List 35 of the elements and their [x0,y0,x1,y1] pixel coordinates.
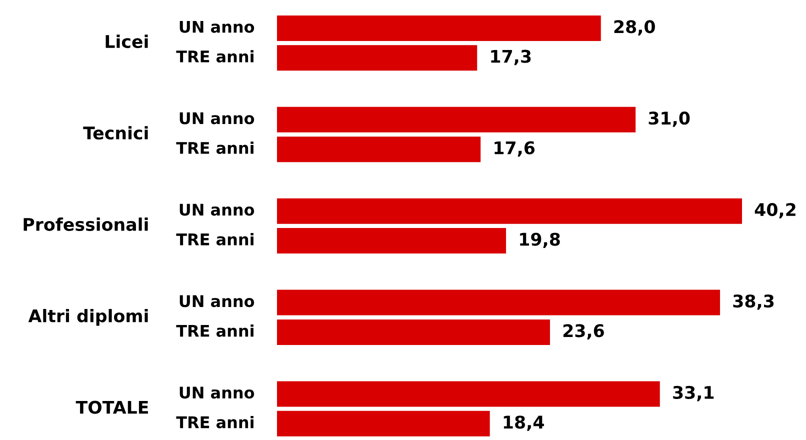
bar [277,15,601,41]
data-label: 38,3 [733,294,774,310]
data-label: 18,4 [504,416,544,431]
text: TRE anni [176,142,254,154]
data-label: 23,6 [563,324,604,340]
y-tick-label: Professionali [24,218,148,231]
data-label: 17,6 [494,141,535,157]
data-label: 19,8 [520,232,560,248]
text: UN anno [180,386,254,399]
series-label: TRE anni [176,50,254,63]
data-label: 31,0 [648,112,690,127]
bar [277,45,478,71]
text: TRE anni [176,324,254,337]
bar [277,106,636,132]
bar [277,410,490,436]
bar [277,319,550,345]
y-tick-label: Altri diplomi [28,308,148,326]
text: TRE anni [176,233,254,246]
data-label: 28,0 [614,20,655,36]
bar [277,228,506,254]
text: UN anno [180,112,254,124]
y-tick-label: Tecnici [83,126,148,140]
bar [277,290,720,316]
text: TRE anni [176,416,254,428]
bar [277,136,481,162]
bar [277,381,660,407]
bar [277,198,742,224]
y-tick-label: Licei [106,34,148,48]
data-label: 33,1 [673,386,714,402]
text: UN anno [180,295,254,308]
text: UN anno [180,204,254,216]
series-label: UN anno [180,20,254,33]
data-label: 40,2 [754,203,796,218]
y-tick-label: TOTALE [76,400,148,414]
data-label: 17,3 [491,50,531,66]
